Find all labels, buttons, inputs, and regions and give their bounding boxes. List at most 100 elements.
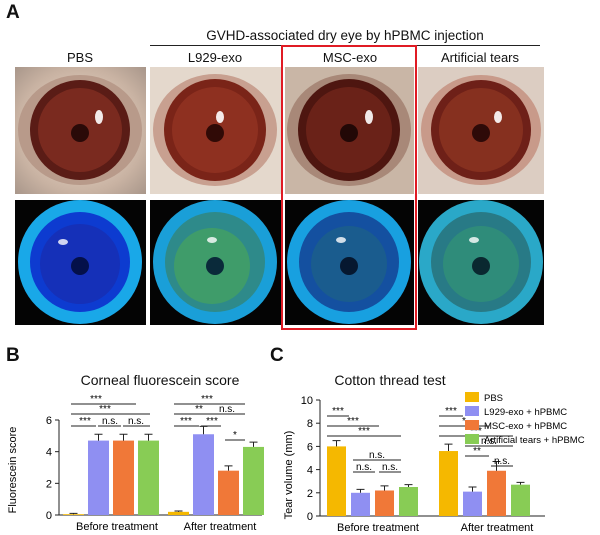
msc-highlight-box [281, 45, 417, 330]
chart-b-bar-msc-after [218, 470, 239, 515]
chart-b-bar-pbs-after [168, 511, 189, 515]
chart-c-errorbar [332, 440, 341, 447]
column-label-pbs: PBS [66, 50, 93, 65]
chart-b-errorbar [69, 512, 78, 515]
chart-b-ytick-label: 6 [46, 415, 52, 427]
sig-c-after-1: * [462, 416, 466, 427]
sig-b-after-4: *** [206, 416, 218, 427]
chart-c-ytick-label: 0 [307, 511, 313, 523]
chart-c-xlabel-before: Before treatment [337, 522, 419, 534]
sig-b-after-2: n.s. [219, 404, 235, 415]
sig-b-after-1: ** [195, 404, 203, 415]
eye-photo-l929 [150, 67, 281, 194]
column-label-msc: MSC-exo [322, 50, 378, 65]
sig-c-before-4: n.s. [356, 462, 372, 473]
chart-b-bar-artificial-tears-after [243, 446, 264, 515]
eye-photo-msc [285, 67, 414, 194]
sig-b-before-1: *** [99, 404, 111, 415]
chart-c-errorbar [380, 485, 389, 491]
chart-c-errorbar [444, 443, 453, 452]
panel-b-letter: B [6, 345, 20, 366]
chart-c-errorbar [356, 488, 365, 493]
chart-b-ylabel: Fluorescein score [7, 427, 19, 514]
chart-c-bar-artificial-tears-before [399, 487, 418, 516]
chart-b-bar-l929-after [193, 434, 214, 515]
legend-label-l929: L929-exo + hPBMC [484, 407, 567, 418]
chart-b-ytick-label: 2 [46, 478, 52, 490]
sig-b-after-0: *** [201, 394, 213, 405]
panel-c-letter: C [270, 345, 284, 366]
chart-c-errorbar [516, 481, 525, 485]
panel-a-letter: A [6, 2, 20, 23]
sig-c-before-5: n.s. [382, 462, 398, 473]
chart-b-errorbar [174, 510, 183, 512]
legend-swatch-msc [465, 420, 479, 430]
legend-label-pbs: PBS [484, 393, 503, 404]
chart-b-bar-artificial-tears-before [138, 440, 159, 515]
chart-c-ytick-label: 8 [307, 418, 313, 430]
sig-b-before-2: *** [79, 416, 91, 427]
sig-b-before-3: n.s. [102, 416, 118, 427]
chart-b-errorbar [224, 465, 233, 471]
chart-c-significance-after [439, 415, 513, 467]
sig-b-after-5: * [233, 430, 237, 441]
chart-b-errorbar [119, 433, 128, 441]
chart-c-ytick-label: 6 [307, 441, 313, 453]
chart-b-bar-msc-before [113, 440, 134, 515]
fluorescein-photo-msc [285, 200, 414, 325]
chart-c-significance-before [327, 415, 401, 473]
chart-c-errorbar [468, 486, 477, 492]
chart-b-significance-after [174, 403, 245, 441]
chart-b-errorbar [144, 433, 153, 441]
chart-b-errorbar [199, 425, 208, 435]
sig-c-after-4: ** [473, 446, 481, 457]
chart-b-ytick-label: 0 [46, 510, 52, 522]
chart-c-bar-pbs-after [439, 451, 458, 516]
chart-c-ytick-label: 2 [307, 488, 313, 500]
sig-c-after-3: n.s. [481, 436, 497, 447]
sig-b-after-3: *** [180, 416, 192, 427]
chart-b-bar-pbs-before [63, 514, 84, 516]
eye-photo-artificial-tears [418, 67, 544, 194]
chart-c-errorbar [404, 484, 413, 487]
chart-b-errorbar [94, 433, 103, 441]
legend-label-msc: MSC-exo + hPBMC [484, 421, 567, 432]
sig-c-before-0: *** [332, 406, 344, 417]
sig-c-before-3: n.s. [369, 450, 385, 461]
chart-b-bar-l929-before [88, 440, 109, 515]
eye-photo-pbs [15, 67, 146, 194]
fluorescein-photo-pbs [15, 200, 146, 325]
sig-b-before-0: *** [90, 394, 102, 405]
chart-c-bar-l929-before [351, 492, 370, 516]
chart-c-title: Cotton thread test [334, 372, 446, 388]
chart-c-ytick-label: 4 [307, 465, 313, 477]
chart-c-ylabel: Tear volume (mm) [283, 431, 295, 520]
legend-swatch-pbs [465, 392, 479, 402]
chart-b-xlabel-after: After treatment [184, 521, 257, 533]
chart-c-ytick-label: 10 [301, 395, 313, 407]
sig-c-after-2: *** [470, 426, 482, 437]
chart-b-ytick-label: 4 [46, 447, 52, 459]
sig-b-before-4: n.s. [128, 416, 144, 427]
chart-c-bar-msc-before [375, 490, 394, 516]
legend-swatch-artificial-tears [465, 434, 479, 444]
chart-c-bar-l929-after [463, 491, 482, 516]
chart-b-significance-before [71, 403, 150, 427]
column-label-l929: L929-exo [187, 50, 243, 65]
legend-swatch-l929 [465, 406, 479, 416]
chart-c-xlabel-after: After treatment [461, 522, 534, 534]
column-label-artificial-tears: Artificial tears [440, 50, 520, 65]
sig-c-before-2: *** [358, 426, 370, 437]
chart-c-bar-msc-after [487, 470, 506, 516]
chart-b-title: Corneal fluorescein score [80, 372, 240, 388]
legend-label-artificial-tears: Artificial tears + hPBMC [484, 435, 585, 446]
chart-c: Tear volume (mm) 0 2 4 6 8 10 Before treatmen… [283, 392, 585, 534]
chart-c-bar-pbs-before [327, 446, 346, 516]
chart-b-errorbar [249, 441, 258, 447]
sig-c-before-1: *** [347, 416, 359, 427]
sig-c-after-0: *** [445, 406, 457, 417]
fluorescein-photo-l929 [150, 200, 281, 325]
fluorescein-photo-artificial-tears [418, 200, 544, 325]
group-title: GVHD-associated dry eye by hPBMC injecti… [206, 28, 484, 43]
